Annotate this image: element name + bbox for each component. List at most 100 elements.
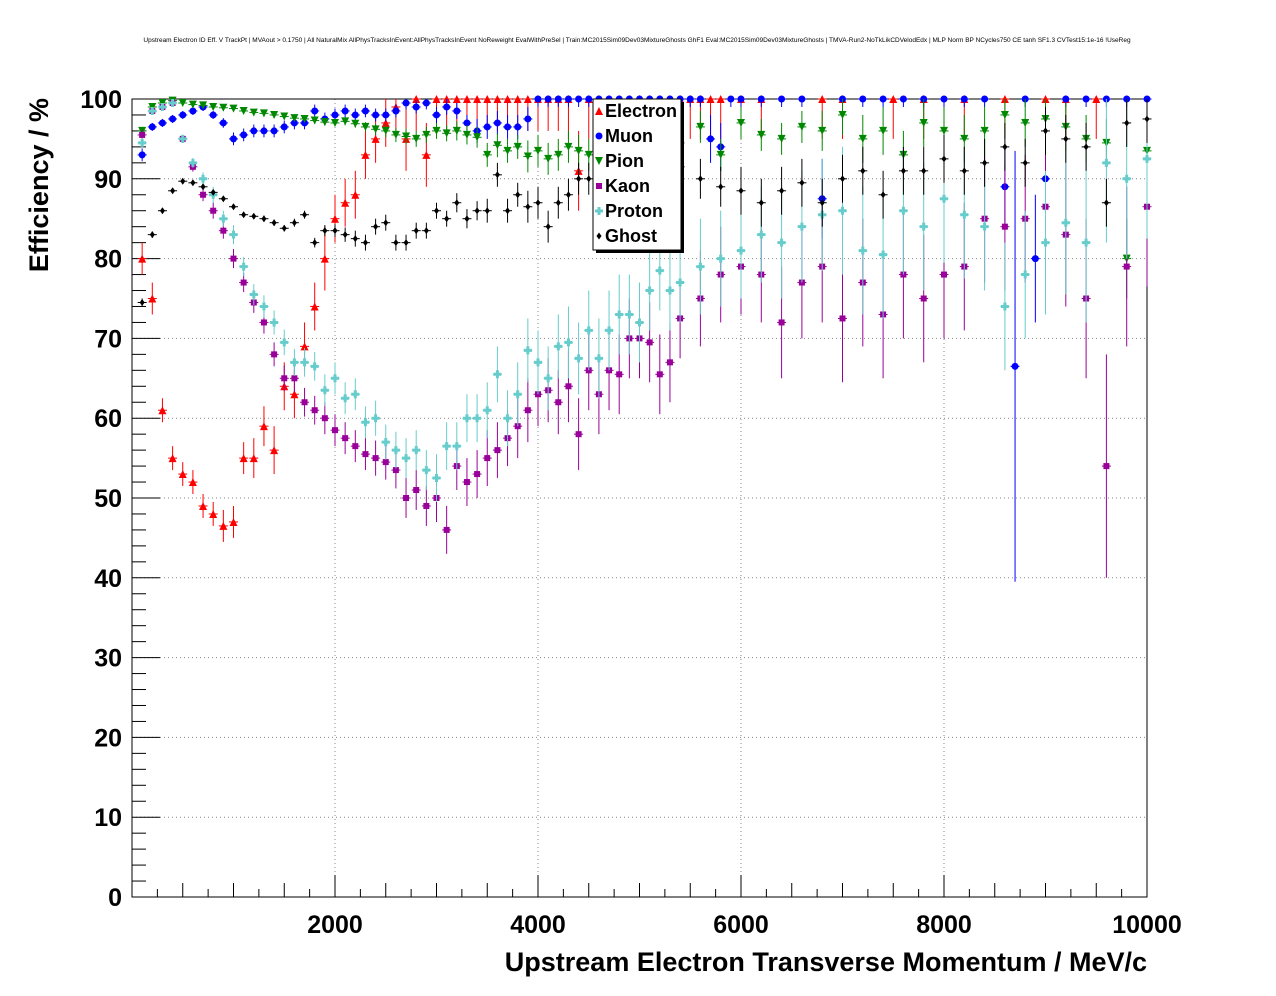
data-point bbox=[230, 135, 237, 143]
data-point bbox=[148, 106, 157, 115]
data-point bbox=[259, 302, 268, 311]
data-point bbox=[271, 219, 277, 227]
data-point bbox=[301, 399, 308, 406]
data-point bbox=[341, 198, 350, 207]
data-point bbox=[493, 370, 502, 379]
data-point bbox=[260, 319, 267, 326]
data-point bbox=[139, 131, 146, 138]
data-point bbox=[442, 442, 451, 451]
data-point bbox=[819, 199, 825, 207]
data-point bbox=[249, 290, 258, 299]
data-point bbox=[493, 119, 501, 127]
data-point bbox=[239, 106, 248, 115]
data-point bbox=[564, 142, 573, 151]
data-point bbox=[260, 127, 268, 135]
data-point bbox=[281, 224, 287, 232]
data-point bbox=[494, 447, 501, 454]
data-point bbox=[402, 132, 411, 141]
data-point bbox=[229, 230, 238, 239]
data-point bbox=[443, 526, 450, 533]
x-tick-label: 6000 bbox=[713, 911, 769, 939]
chart-title: Upstream Electron ID Eff. V TrackPt | MV… bbox=[143, 37, 1131, 44]
data-point bbox=[574, 354, 583, 363]
data-point bbox=[341, 394, 350, 403]
data-point bbox=[525, 203, 531, 211]
data-point bbox=[220, 227, 227, 234]
data-point bbox=[889, 95, 898, 103]
data-point bbox=[443, 103, 451, 111]
data-point bbox=[779, 187, 785, 195]
data-point bbox=[757, 95, 765, 103]
data-point bbox=[249, 454, 258, 463]
data-point bbox=[168, 98, 177, 107]
data-point bbox=[372, 455, 379, 462]
data-point bbox=[383, 219, 389, 227]
data-point bbox=[291, 219, 297, 227]
x-tick-label: 8000 bbox=[916, 911, 972, 939]
data-point bbox=[452, 126, 461, 135]
data-point bbox=[778, 319, 785, 326]
data-point bbox=[423, 502, 430, 509]
data-point bbox=[159, 207, 165, 215]
data-point bbox=[665, 286, 674, 295]
data-point bbox=[757, 130, 766, 139]
data-point bbox=[799, 179, 805, 187]
legend-label-muon: Muon bbox=[605, 126, 653, 146]
data-point bbox=[393, 239, 399, 247]
axes: 2000 4000 6000 8000 10000 0 10 20 30 40 50 60 70 80 90… bbox=[80, 86, 1181, 939]
data-point bbox=[523, 152, 532, 161]
data-point bbox=[219, 214, 228, 223]
data-point bbox=[290, 119, 298, 127]
data-point bbox=[300, 114, 309, 123]
data-point bbox=[513, 95, 522, 103]
data-point bbox=[239, 454, 248, 463]
data-point bbox=[493, 95, 502, 103]
data-point bbox=[515, 191, 521, 199]
data-point bbox=[361, 107, 369, 115]
legend-label-ghost: Ghost bbox=[605, 226, 657, 246]
y-tick-label: 10 bbox=[94, 804, 122, 832]
data-point bbox=[189, 107, 197, 115]
data-point bbox=[544, 95, 552, 103]
data-point bbox=[331, 374, 339, 383]
data-point bbox=[259, 422, 268, 431]
data-point bbox=[312, 239, 318, 247]
data-point bbox=[452, 95, 461, 103]
data-point bbox=[434, 207, 439, 215]
data-point bbox=[838, 110, 847, 119]
data-point bbox=[463, 479, 470, 486]
data-point bbox=[503, 414, 512, 423]
data-point bbox=[219, 103, 228, 112]
data-point bbox=[879, 126, 888, 135]
data-point bbox=[1122, 174, 1131, 183]
data-point bbox=[372, 111, 380, 119]
data-point bbox=[351, 111, 359, 119]
data-point bbox=[505, 207, 511, 215]
data-point bbox=[432, 95, 441, 103]
data-point bbox=[960, 95, 968, 103]
data-point bbox=[1021, 118, 1030, 127]
data-point bbox=[503, 95, 512, 103]
data-point bbox=[413, 227, 419, 235]
data-point bbox=[464, 215, 470, 223]
legend-marker-ghost bbox=[596, 232, 602, 240]
data-point bbox=[311, 407, 318, 414]
data-point bbox=[584, 150, 593, 159]
data-point bbox=[899, 95, 907, 103]
data-point bbox=[941, 155, 947, 163]
data-point bbox=[271, 351, 278, 358]
legend-marker-proton bbox=[595, 207, 603, 215]
data-point bbox=[616, 371, 623, 378]
data-point bbox=[656, 371, 663, 378]
data-point bbox=[940, 194, 948, 203]
data-point bbox=[1143, 154, 1151, 163]
legend-marker-muon bbox=[595, 132, 603, 140]
data-point bbox=[737, 246, 745, 255]
data-point bbox=[412, 103, 420, 111]
data-point bbox=[210, 188, 216, 196]
data-point bbox=[190, 179, 196, 187]
data-point bbox=[778, 95, 786, 103]
data-point bbox=[1002, 143, 1008, 151]
data-point bbox=[859, 95, 867, 103]
data-point bbox=[403, 495, 410, 501]
